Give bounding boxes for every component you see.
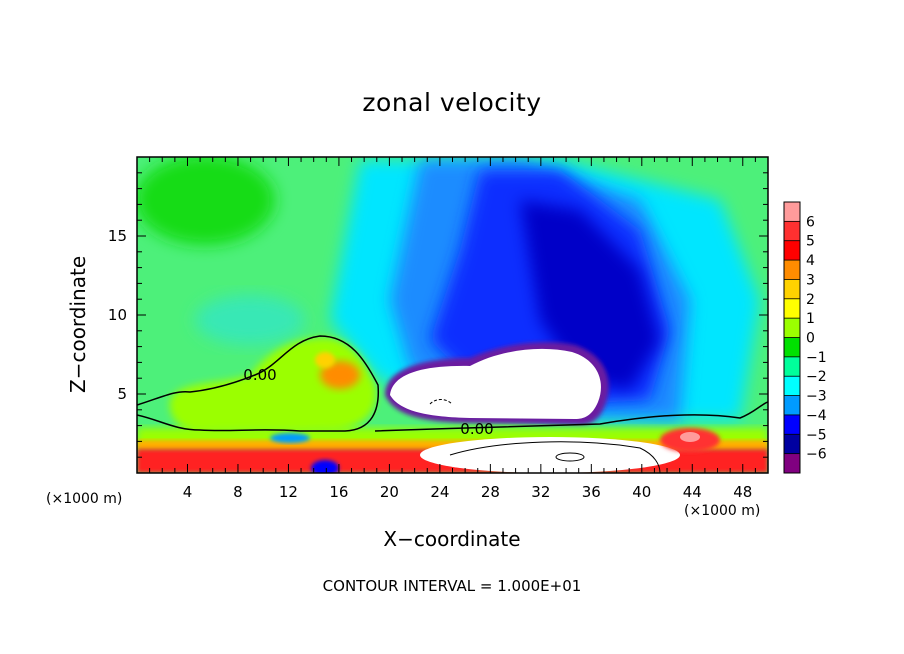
colorbar-swatch bbox=[784, 318, 800, 338]
colorbar-swatch bbox=[784, 202, 800, 222]
colorbar-swatch bbox=[784, 453, 800, 474]
region-pink-spot-right bbox=[680, 432, 700, 442]
colorbar-label: −4 bbox=[806, 408, 827, 424]
x-tick-label: 44 bbox=[683, 483, 702, 501]
colorbar-label: −1 bbox=[806, 350, 827, 366]
x-tick-label: 32 bbox=[531, 483, 550, 501]
region-undefined-surface bbox=[420, 437, 680, 473]
chart-title: zonal velocity bbox=[362, 88, 542, 117]
colorbar-swatch bbox=[784, 337, 800, 358]
colorbar-swatch bbox=[784, 414, 800, 435]
colorbar-swatch bbox=[784, 298, 800, 319]
x-tick-label: 12 bbox=[279, 483, 298, 501]
contour-dashed-bubble bbox=[429, 399, 453, 405]
region-blue-pocket-surface bbox=[311, 460, 339, 473]
contour-interval-note: CONTOUR INTERVAL = 1.000E+01 bbox=[322, 577, 582, 595]
region-undefined-bubble bbox=[390, 348, 601, 419]
colorbar-label: 6 bbox=[806, 214, 815, 230]
x-tick-label: 20 bbox=[380, 483, 399, 501]
x-axis-label: X−coordinate bbox=[383, 527, 521, 551]
colorbar-label: 0 bbox=[806, 331, 815, 347]
heatmap-field bbox=[137, 157, 768, 473]
colorbar-swatch bbox=[784, 395, 800, 416]
x-axis-unit-right: (×1000 m) bbox=[684, 503, 761, 519]
colorbar-label: 5 bbox=[806, 234, 815, 250]
x-tick-label: 48 bbox=[733, 483, 752, 501]
contour-zero-left bbox=[137, 335, 380, 432]
colorbar-swatch bbox=[784, 260, 800, 280]
contour-label-zero-right: 0.00 bbox=[460, 420, 493, 438]
y-axis-label: Z−coordinate bbox=[66, 255, 90, 393]
colorbar-label: 3 bbox=[806, 272, 815, 288]
contour-line-surface bbox=[449, 441, 661, 473]
region-weak-positive-upper-left bbox=[137, 157, 275, 245]
colorbar-swatch bbox=[784, 376, 800, 397]
colorbar-swatch bbox=[784, 221, 800, 242]
colorbar: 6 5 4 3 2 1 0 −1 −2 −3 −4 −5 −6 bbox=[783, 201, 827, 474]
x-axis-unit-left: (×1000 m) bbox=[46, 491, 123, 507]
x-tick-label: 24 bbox=[430, 483, 449, 501]
colorbar-label: 2 bbox=[806, 292, 815, 308]
x-tick-label: 4 bbox=[183, 483, 193, 501]
contour-zero-right bbox=[374, 401, 768, 432]
colorbar-swatch bbox=[784, 434, 800, 455]
x-tick-label: 16 bbox=[329, 483, 348, 501]
colorbar-label: 1 bbox=[806, 311, 815, 327]
x-tick-label: 8 bbox=[233, 483, 243, 501]
region-orange-spot bbox=[320, 361, 360, 389]
x-tick-label: 36 bbox=[582, 483, 601, 501]
contour-loop-surface bbox=[555, 452, 585, 462]
colorbar-label: −2 bbox=[806, 369, 827, 385]
colorbar-label: −3 bbox=[806, 389, 827, 405]
colorbar-swatch bbox=[784, 279, 800, 300]
x-tick-label: 28 bbox=[481, 483, 500, 501]
region-mid-left-cyan bbox=[195, 295, 305, 345]
y-tick-label: 10 bbox=[108, 306, 127, 324]
y-tick-label: 15 bbox=[108, 227, 127, 245]
x-tick-label: 40 bbox=[632, 483, 651, 501]
colorbar-label: −5 bbox=[806, 427, 827, 443]
region-blue-pocket bbox=[270, 433, 310, 443]
colorbar-label: −6 bbox=[806, 447, 827, 463]
colorbar-swatch bbox=[784, 240, 800, 261]
colorbar-swatch bbox=[784, 356, 800, 377]
y-tick-label: 5 bbox=[117, 385, 127, 403]
contour-label-zero-left: 0.00 bbox=[243, 366, 276, 384]
region-yellow-spot bbox=[315, 352, 335, 368]
colorbar-label: 4 bbox=[806, 253, 815, 269]
